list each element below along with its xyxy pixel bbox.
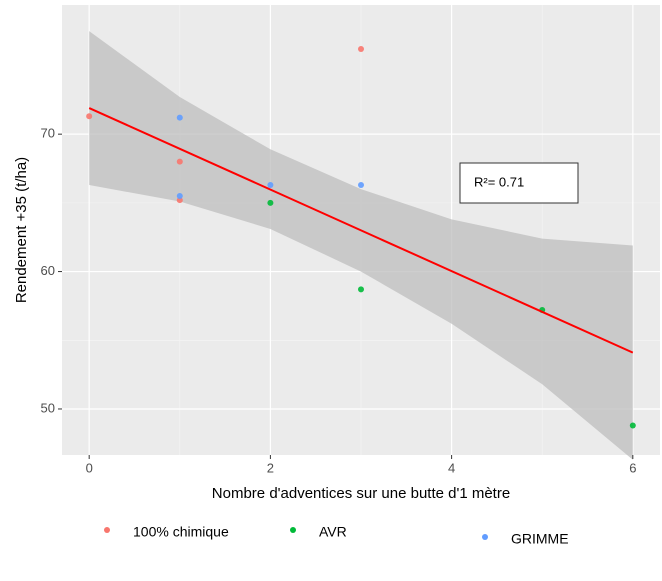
x-axis-title: Nombre d'adventices sur une butte d'1 mè… (212, 485, 510, 502)
point (267, 199, 274, 206)
annotation: R²= 0.71 (474, 174, 524, 189)
point (176, 158, 183, 165)
legend-marker (290, 527, 296, 533)
point (176, 114, 183, 121)
point (176, 192, 183, 199)
confidence-band (89, 31, 633, 460)
x-tick-label: 2 (267, 460, 274, 475)
trend-line (88, 107, 634, 354)
x-tick-label: 6 (629, 460, 636, 475)
point (358, 45, 364, 52)
legend-label: 100% chimique (133, 524, 229, 540)
legend: 100% chimique AVR GRIMME (104, 524, 569, 547)
annotation-box (459, 162, 579, 204)
legend-label: GRIMME (511, 531, 569, 547)
point (176, 197, 183, 204)
point (629, 422, 636, 429)
legend-marker (104, 527, 110, 533)
x-tick-label: 4 (448, 460, 455, 475)
point (86, 113, 93, 120)
y-tick-label: 70 (41, 126, 55, 141)
y-axis-title: Rendement +35 (t/ha) (13, 157, 30, 303)
y-tick-label: 50 (41, 400, 55, 415)
legend-marker (482, 534, 488, 540)
point (358, 286, 364, 293)
point (267, 182, 274, 188)
plot-area (86, 31, 636, 460)
y-tick-label: 60 (41, 263, 55, 278)
legend-label: AVR (319, 524, 347, 540)
point (358, 182, 364, 188)
x-tick-label: 0 (86, 460, 93, 475)
